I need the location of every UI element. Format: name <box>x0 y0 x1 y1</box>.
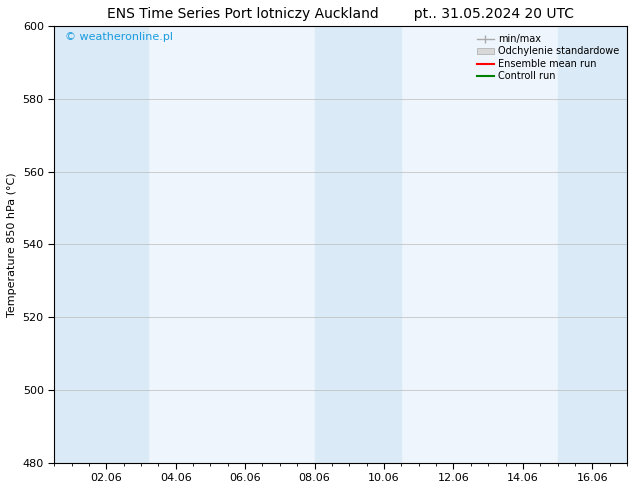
Title: ENS Time Series Port lotniczy Auckland        pt.. 31.05.2024 20 UTC: ENS Time Series Port lotniczy Auckland p… <box>107 7 574 21</box>
Legend: min/max, Odchylenie standardowe, Ensemble mean run, Controll run: min/max, Odchylenie standardowe, Ensembl… <box>474 31 622 84</box>
Bar <box>54 26 148 463</box>
Y-axis label: Temperature 850 hPa (°C): Temperature 850 hPa (°C) <box>7 172 17 317</box>
Bar <box>558 26 627 463</box>
Bar <box>314 26 401 463</box>
Text: © weatheronline.pl: © weatheronline.pl <box>65 32 172 42</box>
